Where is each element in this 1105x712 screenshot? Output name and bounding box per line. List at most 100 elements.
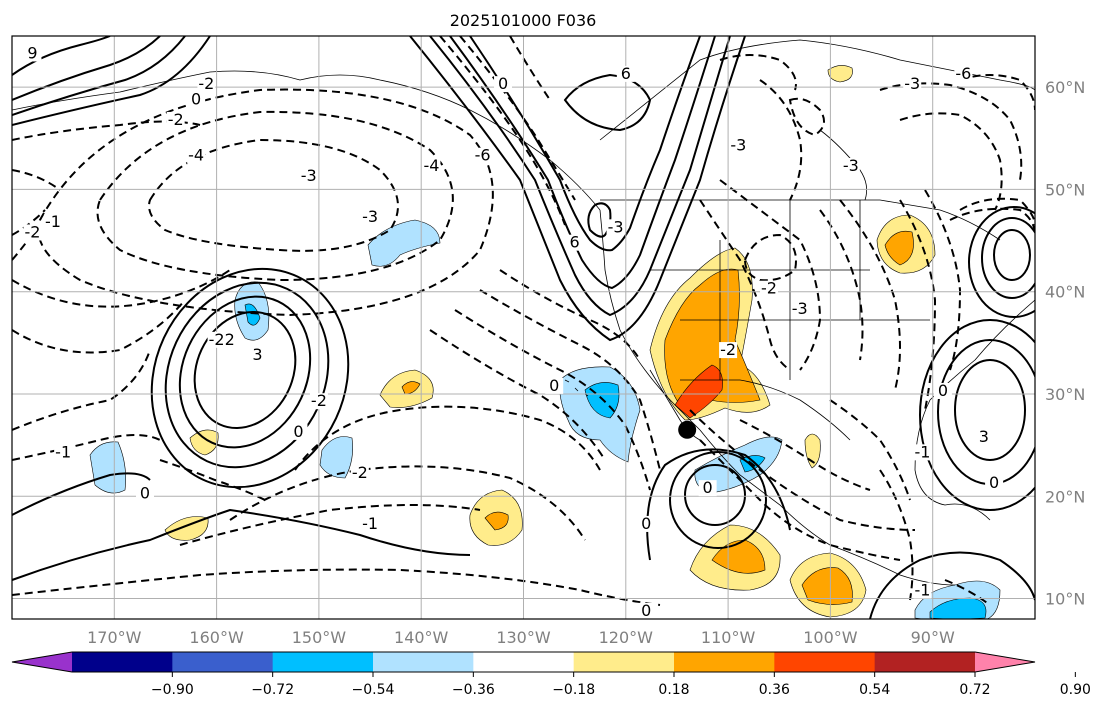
contour-great-lakes-low-3 <box>968 206 1035 318</box>
contour-label-background <box>913 444 932 461</box>
colorbar-bin <box>874 652 976 672</box>
contour-pacific-high-1 <box>193 310 297 430</box>
lon-tick-label: 120°W <box>599 628 654 647</box>
lat-tick-label: 40°N <box>1045 283 1085 302</box>
figure-title: 2025101000 F036 <box>450 11 597 30</box>
contour-label: 6 <box>570 233 580 252</box>
contour-label: 6 <box>621 64 631 83</box>
contour-label-background <box>616 65 635 82</box>
contour-label-background <box>933 382 952 399</box>
canada-north <box>599 39 1035 141</box>
latitude-tick-labels: 10°N 20°N 30°N 40°N 50°N 60°N <box>1045 78 1085 608</box>
dashed-plains-low <box>743 233 797 282</box>
colorbar-bin <box>172 652 274 672</box>
lat-tick-label: 50°N <box>1045 180 1085 199</box>
dashed-west-band-3 <box>12 434 161 461</box>
colorbar-bin <box>272 652 374 672</box>
lon-tick-label: 140°W <box>394 628 449 647</box>
colorbar-bin <box>674 652 775 672</box>
contour-label-background <box>361 515 380 532</box>
positive-anomaly-small-hawaii <box>189 429 219 456</box>
dashed-contours <box>12 36 1035 606</box>
contour-label-background <box>637 515 656 532</box>
contour-label: -4 <box>423 156 439 175</box>
contour-label: -3 <box>362 207 378 226</box>
colorbar-tick-label: −0.72 <box>251 682 294 698</box>
contour-mexico-low-1 <box>684 464 746 526</box>
contour-ridge-3 <box>449 36 716 290</box>
dashed-mexico-3 <box>739 419 871 491</box>
contour-label: -2 <box>311 391 327 410</box>
contour-label-background <box>248 347 267 364</box>
contour-east-high-3 <box>919 319 1035 511</box>
contour-ridge-2 <box>429 36 731 317</box>
dashed-aleutian-low-1 <box>148 138 399 252</box>
contour-label: -3 <box>301 166 317 185</box>
positive-anomaly-east-pacific-core <box>801 567 853 605</box>
dashed-canada-2 <box>788 97 825 137</box>
colorbar-bin <box>774 652 876 672</box>
contour-bc-high <box>563 73 652 132</box>
dashed-mexico-2 <box>699 439 901 561</box>
coastlines <box>12 39 1035 586</box>
contour-label: -4 <box>188 146 204 165</box>
longitude-tick-labels: 170°W 160°W 150°W 140°W 130°W 120°W 110°W 100°W… <box>87 628 955 647</box>
contour-label: 0 <box>641 601 651 620</box>
positive-anomaly-great-lakes-core <box>884 231 914 266</box>
dashed-nw-4 <box>12 229 36 261</box>
dashed-trough-4 <box>499 269 641 361</box>
baja-coast <box>649 369 701 441</box>
contour-label: 0 <box>140 483 150 502</box>
contour-north-pacific-west <box>12 508 471 581</box>
dashed-east-2 <box>924 189 962 371</box>
contour-label: -2 <box>720 340 736 359</box>
contour-label-background <box>23 224 42 241</box>
graticule <box>12 36 1035 619</box>
lon-tick-label: 170°W <box>87 628 142 647</box>
contour-label-background <box>985 475 1004 492</box>
contour-label: -3 <box>792 299 808 318</box>
contour-nw-corner-4 <box>12 36 211 126</box>
contour-label-background <box>729 137 748 154</box>
contour-great-lakes-low-1 <box>993 229 1031 281</box>
dashed-mid-pacific-2 <box>229 465 586 541</box>
dashed-texas <box>829 399 911 501</box>
dashed-mid-pacific-1 <box>294 405 601 471</box>
dashed-trough-3 <box>429 329 606 461</box>
us-canada-border <box>600 199 1001 241</box>
dashed-nw-1 <box>12 120 201 141</box>
dashed-caribbean <box>944 579 991 606</box>
dashed-coastal-trough-2 <box>459 36 576 201</box>
contour-label-background <box>760 280 779 297</box>
dashed-east-low-ring-2 <box>949 207 1035 236</box>
contour-label: 3 <box>979 427 989 446</box>
lon-tick-label: 100°W <box>803 628 858 647</box>
location-marker <box>678 420 697 439</box>
colorbar-bin <box>373 652 474 672</box>
colorbar-bin <box>72 652 173 672</box>
contour-label-background <box>361 209 380 226</box>
contour-label-background <box>545 377 564 394</box>
contour-label: 0 <box>938 381 948 400</box>
dashed-central-am <box>879 469 914 601</box>
contour-label-background <box>422 157 441 174</box>
contour-label: 9 <box>27 43 37 62</box>
contour-label-background <box>494 76 513 93</box>
colorbar-bin <box>473 652 575 672</box>
contour-label-background <box>187 91 206 108</box>
contour-label: -3 <box>608 217 624 236</box>
contour-label: 0 <box>641 514 651 533</box>
contour-label: -1 <box>45 212 61 231</box>
dashed-east-1 <box>899 199 937 411</box>
contour-east-high-1 <box>954 359 1026 461</box>
alaska-coast <box>12 70 601 211</box>
dashed-rockies-1 <box>699 199 791 371</box>
dashed-canada-ne-3 <box>959 74 1035 111</box>
colorbar-tick-label: 0.18 <box>658 682 689 698</box>
colorbar-tick-label: −0.18 <box>552 682 595 698</box>
contour-label: -1 <box>914 442 930 461</box>
west-coast <box>599 209 701 431</box>
contour-label-background <box>350 464 369 481</box>
contour-label-background <box>473 147 492 164</box>
dashed-mexico-1 <box>689 409 916 531</box>
